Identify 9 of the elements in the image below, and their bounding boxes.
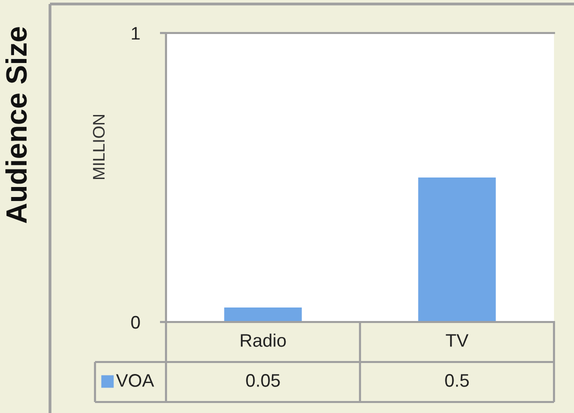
y-tick-label: 1 <box>132 27 140 40</box>
text: Audience Size <box>5 27 27 224</box>
y-tick-label: 0 <box>131 316 140 329</box>
data-label: 0.5 <box>445 374 469 387</box>
x-tick-label: TV <box>446 334 468 347</box>
legend-label: VOA <box>116 374 154 387</box>
data-label: 0.05 <box>246 374 280 387</box>
x-tick-label: Radio <box>240 334 286 347</box>
y-axis-title: MILLION <box>92 115 105 179</box>
